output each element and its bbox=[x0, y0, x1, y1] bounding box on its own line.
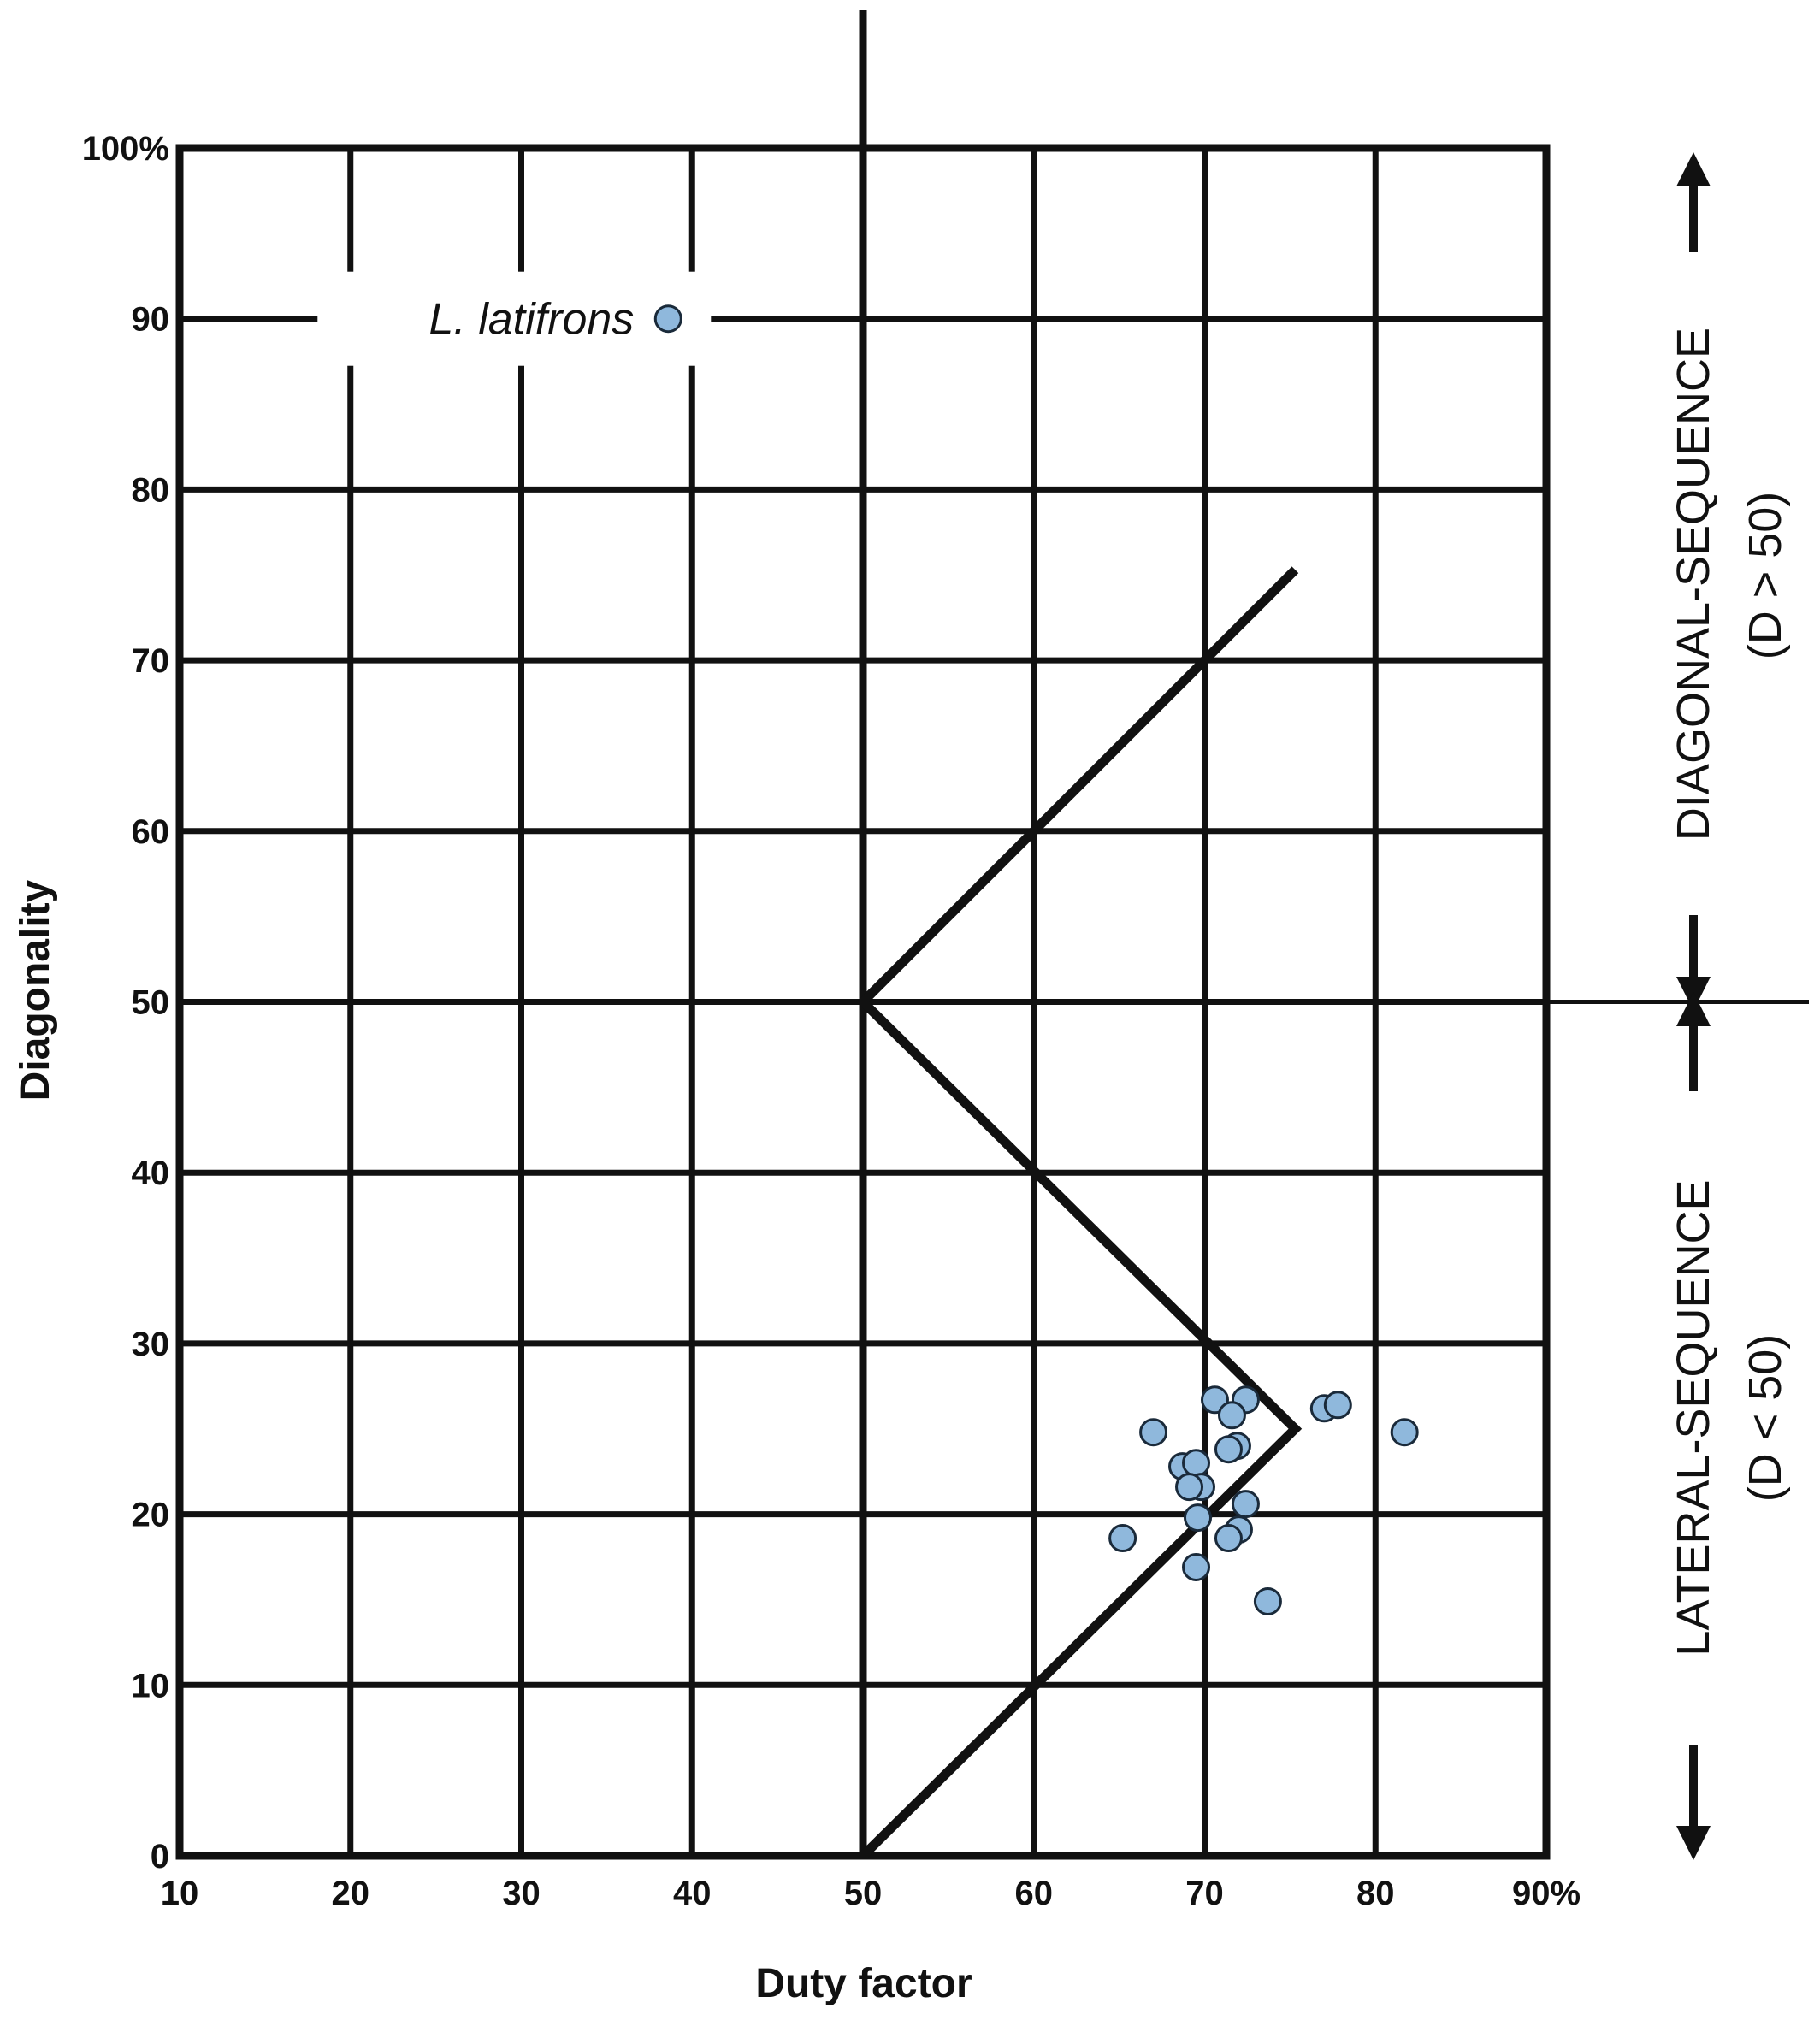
upper-region-condition: (D > 50) bbox=[1740, 492, 1791, 660]
x-tick-label: 30 bbox=[502, 1875, 541, 1912]
x-tick-label: 10 bbox=[161, 1875, 199, 1912]
sequence-regions: DIAGONAL-SEQUENCE (D > 50) LATERAL-SEQUE… bbox=[1668, 152, 1791, 1860]
data-point bbox=[1182, 1553, 1211, 1582]
x-tick-label: 20 bbox=[332, 1875, 370, 1912]
data-points bbox=[1108, 1385, 1419, 1615]
data-point bbox=[1390, 1418, 1419, 1447]
tick-labels: 10 20 30 40 50 60 70 80 90%010203040506070809010… bbox=[82, 130, 1581, 1912]
x-tick-label: 50 bbox=[844, 1875, 883, 1912]
data-point bbox=[1231, 1490, 1260, 1519]
annotation-label: L. latifrons bbox=[428, 295, 634, 345]
gait-boundary bbox=[856, 566, 1303, 1859]
y-tick-label: 40 bbox=[132, 1155, 170, 1192]
y-tick-label: 70 bbox=[132, 642, 170, 680]
lower-region-label: LATERAL-SEQUENCE bbox=[1668, 1179, 1719, 1656]
y-tick-label: 20 bbox=[132, 1497, 170, 1534]
y-tick-label: 10 bbox=[132, 1667, 170, 1704]
y-tick-label: 0 bbox=[151, 1838, 169, 1875]
x-tick-label: 40 bbox=[673, 1875, 712, 1912]
data-point bbox=[1214, 1524, 1243, 1553]
data-point bbox=[1108, 1524, 1138, 1553]
data-point bbox=[1139, 1418, 1168, 1447]
annotation-background bbox=[317, 271, 712, 366]
data-point bbox=[1182, 1449, 1211, 1478]
lower-region-condition: (D < 50) bbox=[1740, 1334, 1791, 1503]
x-axis-title: Duty factor bbox=[755, 1961, 972, 2006]
annotation-group: L. latifrons bbox=[317, 271, 712, 366]
data-point bbox=[1217, 1401, 1246, 1430]
grid bbox=[176, 10, 1809, 1859]
y-tick-label: 30 bbox=[132, 1326, 170, 1363]
boundary-line bbox=[856, 566, 1303, 1859]
data-point bbox=[1175, 1473, 1204, 1502]
y-tick-label: 80 bbox=[132, 471, 170, 509]
y-tick-label: 60 bbox=[132, 813, 170, 851]
y-tick-label: 50 bbox=[132, 984, 170, 1022]
x-tick-label: 80 bbox=[1356, 1875, 1395, 1912]
x-tick-label: 60 bbox=[1015, 1875, 1054, 1912]
x-tick-label: 90% bbox=[1512, 1875, 1581, 1912]
x-tick-label: 70 bbox=[1185, 1875, 1224, 1912]
data-point bbox=[1184, 1503, 1213, 1533]
highlighted-point bbox=[653, 304, 682, 334]
data-point bbox=[1323, 1391, 1352, 1420]
y-tick-label: 100% bbox=[82, 130, 169, 168]
data-point bbox=[1253, 1586, 1282, 1615]
y-axis-title: Diagonality bbox=[13, 879, 58, 1101]
upper-region-label: DIAGONAL-SEQUENCE bbox=[1668, 328, 1719, 841]
y-tick-label: 90 bbox=[132, 301, 170, 339]
data-point bbox=[1214, 1435, 1243, 1464]
